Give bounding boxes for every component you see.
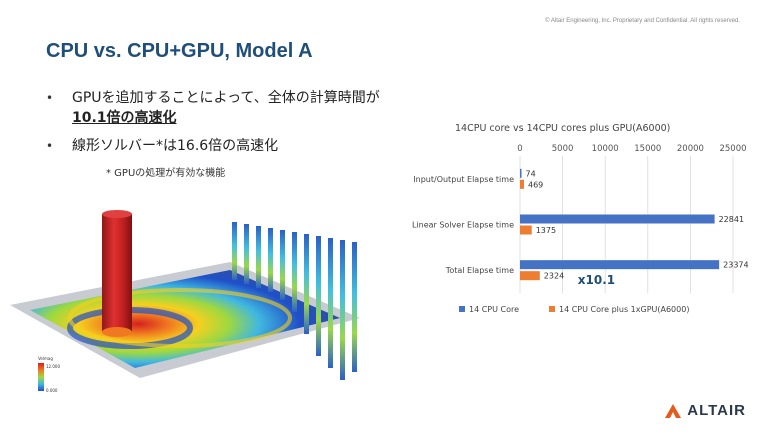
bullet-list: • GPUを追加することによって、全体の計算時間が 10.1倍の高速化 • 線形… — [46, 88, 406, 164]
legend-label: 14 CPU Core plus 1xGPU(A6000) — [559, 305, 689, 314]
bullet-dot-icon: • — [46, 91, 54, 105]
bar-gpu — [520, 225, 532, 235]
bar-gpu — [520, 179, 524, 189]
data-label: 23374 — [723, 261, 748, 270]
x-tick-label: 5000 — [552, 144, 574, 154]
x-tick-label: 20000 — [677, 144, 704, 154]
data-label: 2324 — [544, 272, 564, 281]
copyright-notice: © Altair Engineering, Inc. Proprietary a… — [545, 18, 740, 24]
slide-title: CPU vs. CPU+GPU, Model A — [46, 40, 313, 62]
data-label: 22841 — [719, 215, 744, 224]
chart-bars — [520, 168, 720, 281]
scale-max: 12.000 — [46, 364, 60, 369]
category-labels: Input/Output Elapse time Linear Solver El… — [412, 175, 514, 275]
data-label: 74 — [526, 169, 536, 178]
legend-swatch — [549, 306, 555, 312]
category-label: Input/Output Elapse time — [413, 175, 514, 184]
chart-legend: 14 CPU Core 14 CPU Core plus 1xGPU(A6000) — [459, 305, 689, 314]
bullet-text: GPUを追加することによって、全体の計算時間が 10.1倍の高速化 — [72, 88, 406, 128]
bullet-dot-icon: • — [46, 139, 54, 153]
bullet-line: 線形ソルバー*は16.6倍の高速化 — [72, 138, 279, 154]
scale-title: Velmag — [38, 356, 53, 361]
legend-label: 14 CPU Core — [469, 305, 519, 314]
x-tick-label: 10000 — [592, 144, 619, 154]
color-scale-bar — [38, 363, 44, 391]
bullet-text: 線形ソルバー*は16.6倍の高速化 — [72, 136, 406, 156]
bullet-highlight: 10.1倍の高速化 — [72, 110, 177, 126]
data-label: 469 — [528, 180, 543, 189]
x-tick-label: 0 — [517, 144, 522, 154]
simulation-image: Velmag 12.000 0.000 — [10, 210, 360, 393]
bullet-line: GPUを追加することによって、全体の計算時間が — [72, 90, 380, 106]
category-label: Total Elapse time — [445, 266, 514, 275]
data-label: 1375 — [536, 226, 556, 235]
bar-cpu — [520, 260, 720, 270]
elapse-time-chart: 14CPU core vs 14CPU cores plus GPU(A6000… — [412, 123, 749, 314]
speedup-annotation: x10.1 — [578, 273, 615, 287]
logo-text: ALTAIR — [687, 402, 746, 419]
x-tick-label: 15000 — [634, 144, 661, 154]
scale-min: 0.000 — [46, 388, 58, 393]
footnote: * GPUの処理が有効な機能 — [106, 168, 226, 179]
bullet-item: • GPUを追加することによって、全体の計算時間が 10.1倍の高速化 — [46, 88, 406, 128]
bullet-item: • 線形ソルバー*は16.6倍の高速化 — [46, 136, 406, 156]
chart-grid — [519, 156, 734, 293]
x-tick-label: 25000 — [719, 144, 746, 154]
bar-gpu — [520, 271, 540, 281]
chart-title: 14CPU core vs 14CPU cores plus GPU(A6000… — [455, 123, 670, 134]
bar-cpu — [520, 168, 522, 178]
legend-swatch — [459, 306, 465, 312]
category-label: Linear Solver Elapse time — [412, 221, 514, 230]
data-labels: 74 469 22841 1375 23374 2324 — [526, 169, 749, 280]
bar-cpu — [520, 214, 715, 224]
altair-logo: ALTAIR — [665, 402, 746, 419]
x-tick-labels: 0 5000 10000 15000 20000 25000 — [517, 144, 746, 154]
altair-logo-icon — [665, 403, 682, 418]
